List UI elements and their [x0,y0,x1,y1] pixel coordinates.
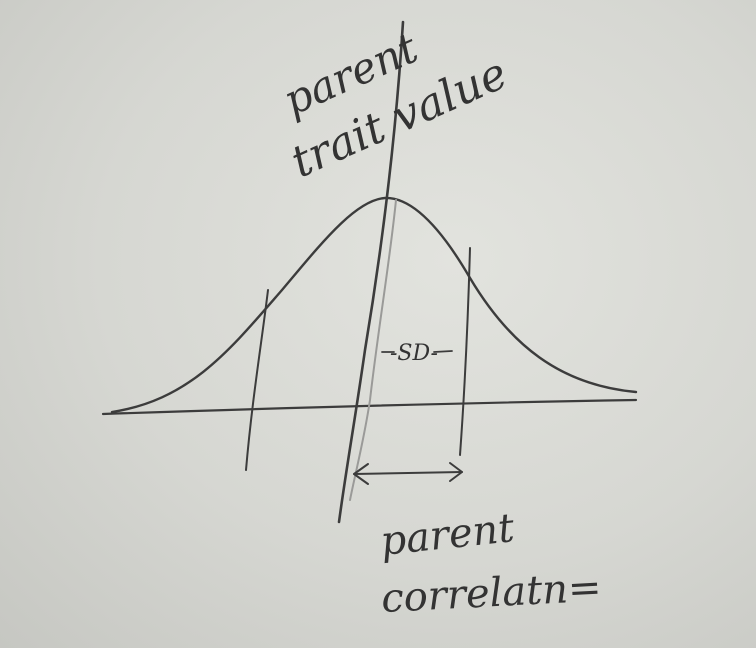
bell-curve [110,196,638,414]
left-sd-line [245,289,269,471]
correlation-arrow-shaft [353,471,463,475]
right-sd-line [459,247,471,456]
correlation-arrowhead-right [449,462,463,482]
sd-tick-right [433,350,453,353]
label-correlation: correlatn= [380,565,602,622]
mean-line [349,199,397,501]
label-parent-bottom: parent [378,505,517,565]
correlation-arrowhead-left [353,463,369,485]
parent-trait-value-line [337,20,405,524]
x-axis-line [101,398,638,416]
label-sd: -SD- [390,341,438,366]
